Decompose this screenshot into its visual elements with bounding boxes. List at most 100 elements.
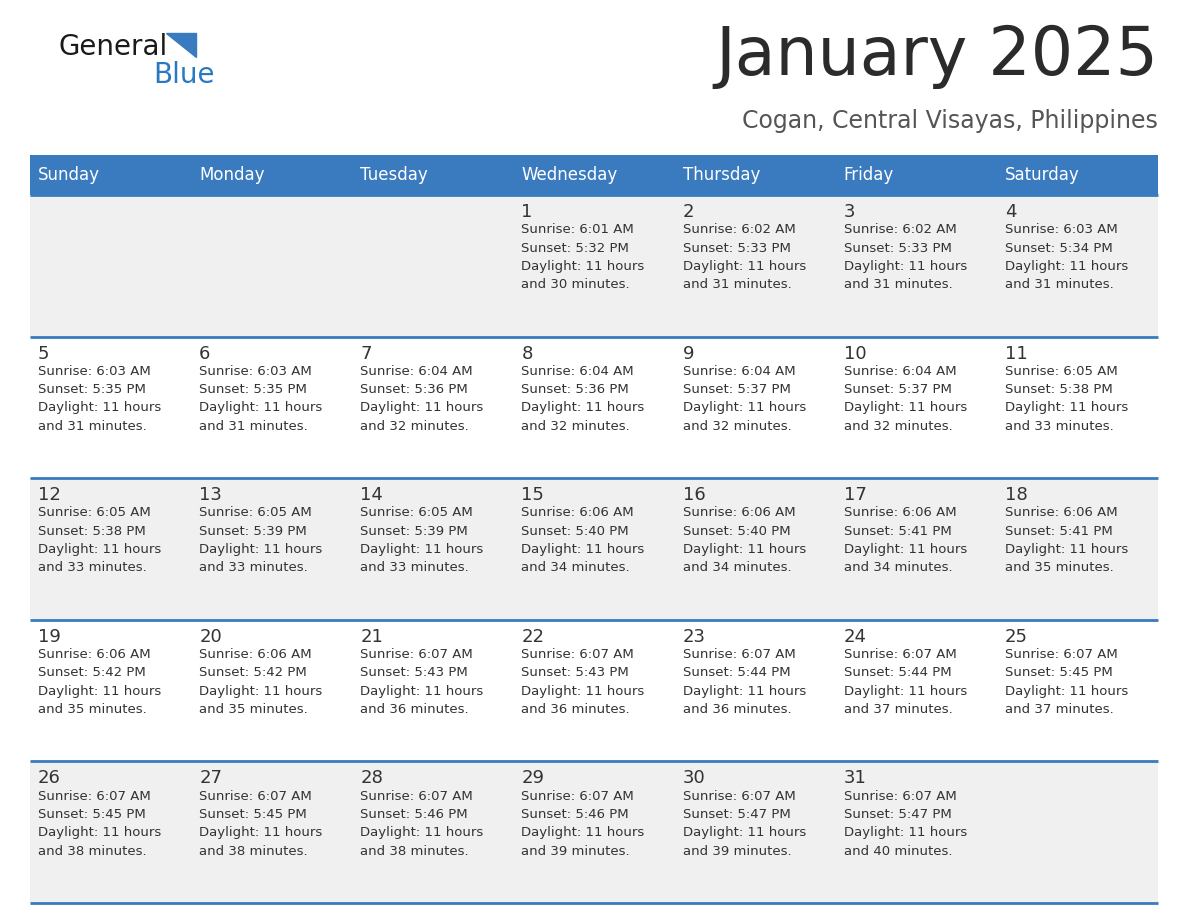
- Bar: [30, 155, 191, 195]
- Text: 24: 24: [843, 628, 867, 645]
- Bar: [191, 155, 353, 195]
- Bar: [675, 155, 835, 195]
- Text: Sunrise: 6:03 AM: Sunrise: 6:03 AM: [200, 364, 312, 377]
- Text: Sunrise: 6:06 AM: Sunrise: 6:06 AM: [683, 507, 795, 520]
- Text: Sunrise: 6:03 AM: Sunrise: 6:03 AM: [38, 364, 151, 377]
- Text: Sunset: 5:46 PM: Sunset: 5:46 PM: [522, 808, 630, 821]
- Text: Daylight: 11 hours: Daylight: 11 hours: [522, 685, 645, 698]
- Text: 29: 29: [522, 769, 544, 788]
- Text: Daylight: 11 hours: Daylight: 11 hours: [843, 826, 967, 839]
- Text: and 37 minutes.: and 37 minutes.: [843, 703, 953, 716]
- Text: and 31 minutes.: and 31 minutes.: [683, 278, 791, 291]
- Text: and 31 minutes.: and 31 minutes.: [200, 420, 308, 433]
- Text: and 31 minutes.: and 31 minutes.: [1005, 278, 1113, 291]
- Text: Saturday: Saturday: [1005, 166, 1080, 184]
- Text: 5: 5: [38, 344, 50, 363]
- Text: 21: 21: [360, 628, 384, 645]
- Text: Daylight: 11 hours: Daylight: 11 hours: [38, 401, 162, 414]
- Text: Sunrise: 6:07 AM: Sunrise: 6:07 AM: [200, 789, 312, 802]
- Text: Daylight: 11 hours: Daylight: 11 hours: [522, 401, 645, 414]
- Text: and 38 minutes.: and 38 minutes.: [360, 845, 469, 857]
- Text: Sunset: 5:35 PM: Sunset: 5:35 PM: [200, 383, 307, 396]
- Text: 7: 7: [360, 344, 372, 363]
- Text: 18: 18: [1005, 487, 1028, 504]
- Text: Sunday: Sunday: [38, 166, 100, 184]
- Text: and 36 minutes.: and 36 minutes.: [683, 703, 791, 716]
- Text: Sunrise: 6:05 AM: Sunrise: 6:05 AM: [200, 507, 312, 520]
- Text: Sunrise: 6:04 AM: Sunrise: 6:04 AM: [683, 364, 795, 377]
- Text: Sunrise: 6:05 AM: Sunrise: 6:05 AM: [1005, 364, 1118, 377]
- Text: Sunset: 5:36 PM: Sunset: 5:36 PM: [522, 383, 630, 396]
- Text: Sunrise: 6:04 AM: Sunrise: 6:04 AM: [522, 364, 634, 377]
- Text: Daylight: 11 hours: Daylight: 11 hours: [1005, 543, 1129, 556]
- Text: Sunrise: 6:07 AM: Sunrise: 6:07 AM: [683, 648, 795, 661]
- Text: Daylight: 11 hours: Daylight: 11 hours: [1005, 401, 1129, 414]
- Bar: [835, 155, 997, 195]
- Text: Sunset: 5:33 PM: Sunset: 5:33 PM: [843, 241, 952, 254]
- Text: Sunrise: 6:07 AM: Sunrise: 6:07 AM: [360, 789, 473, 802]
- Text: Sunset: 5:40 PM: Sunset: 5:40 PM: [522, 525, 630, 538]
- Text: Sunset: 5:39 PM: Sunset: 5:39 PM: [200, 525, 307, 538]
- Text: Sunrise: 6:06 AM: Sunrise: 6:06 AM: [843, 507, 956, 520]
- Text: Sunset: 5:44 PM: Sunset: 5:44 PM: [843, 666, 952, 679]
- Text: 1: 1: [522, 203, 532, 221]
- Bar: [30, 620, 1158, 761]
- Text: Daylight: 11 hours: Daylight: 11 hours: [1005, 685, 1129, 698]
- Text: 11: 11: [1005, 344, 1028, 363]
- Text: Sunrise: 6:07 AM: Sunrise: 6:07 AM: [683, 789, 795, 802]
- Text: Sunset: 5:43 PM: Sunset: 5:43 PM: [522, 666, 630, 679]
- Text: 31: 31: [843, 769, 866, 788]
- Text: Sunrise: 6:04 AM: Sunrise: 6:04 AM: [843, 364, 956, 377]
- Text: Sunset: 5:42 PM: Sunset: 5:42 PM: [38, 666, 146, 679]
- Text: and 33 minutes.: and 33 minutes.: [200, 562, 308, 575]
- Text: Wednesday: Wednesday: [522, 166, 618, 184]
- Text: Sunset: 5:43 PM: Sunset: 5:43 PM: [360, 666, 468, 679]
- Text: January 2025: January 2025: [715, 23, 1158, 89]
- Text: Tuesday: Tuesday: [360, 166, 428, 184]
- Text: 17: 17: [843, 487, 866, 504]
- Bar: [30, 761, 1158, 903]
- Text: Sunset: 5:40 PM: Sunset: 5:40 PM: [683, 525, 790, 538]
- Text: Sunrise: 6:07 AM: Sunrise: 6:07 AM: [1005, 648, 1118, 661]
- Text: 9: 9: [683, 344, 694, 363]
- Text: Daylight: 11 hours: Daylight: 11 hours: [200, 685, 322, 698]
- Text: and 33 minutes.: and 33 minutes.: [38, 562, 147, 575]
- Text: 13: 13: [200, 487, 222, 504]
- Text: Blue: Blue: [153, 61, 215, 89]
- Text: Sunrise: 6:07 AM: Sunrise: 6:07 AM: [38, 789, 151, 802]
- Text: 12: 12: [38, 487, 61, 504]
- Text: Sunset: 5:32 PM: Sunset: 5:32 PM: [522, 241, 630, 254]
- Text: 6: 6: [200, 344, 210, 363]
- Text: Sunset: 5:37 PM: Sunset: 5:37 PM: [683, 383, 790, 396]
- Text: Sunset: 5:45 PM: Sunset: 5:45 PM: [200, 808, 307, 821]
- Text: 15: 15: [522, 487, 544, 504]
- Text: and 38 minutes.: and 38 minutes.: [38, 845, 146, 857]
- Text: Daylight: 11 hours: Daylight: 11 hours: [843, 543, 967, 556]
- Text: Sunset: 5:47 PM: Sunset: 5:47 PM: [843, 808, 952, 821]
- Text: Sunset: 5:33 PM: Sunset: 5:33 PM: [683, 241, 790, 254]
- Text: Sunset: 5:34 PM: Sunset: 5:34 PM: [1005, 241, 1113, 254]
- Text: Sunrise: 6:07 AM: Sunrise: 6:07 AM: [522, 789, 634, 802]
- Bar: [30, 195, 1158, 337]
- Text: 20: 20: [200, 628, 222, 645]
- Text: and 30 minutes.: and 30 minutes.: [522, 278, 630, 291]
- Text: Sunrise: 6:06 AM: Sunrise: 6:06 AM: [200, 648, 311, 661]
- Text: Sunrise: 6:07 AM: Sunrise: 6:07 AM: [522, 648, 634, 661]
- Text: Daylight: 11 hours: Daylight: 11 hours: [38, 685, 162, 698]
- Text: and 39 minutes.: and 39 minutes.: [683, 845, 791, 857]
- Text: Sunrise: 6:06 AM: Sunrise: 6:06 AM: [1005, 507, 1118, 520]
- Bar: [30, 478, 1158, 620]
- Text: and 35 minutes.: and 35 minutes.: [200, 703, 308, 716]
- Text: Sunrise: 6:01 AM: Sunrise: 6:01 AM: [522, 223, 634, 236]
- Text: Sunset: 5:39 PM: Sunset: 5:39 PM: [360, 525, 468, 538]
- Text: Sunset: 5:47 PM: Sunset: 5:47 PM: [683, 808, 790, 821]
- Text: and 33 minutes.: and 33 minutes.: [360, 562, 469, 575]
- Text: Daylight: 11 hours: Daylight: 11 hours: [683, 685, 805, 698]
- Text: 16: 16: [683, 487, 706, 504]
- Text: and 36 minutes.: and 36 minutes.: [360, 703, 469, 716]
- Bar: [353, 155, 513, 195]
- Text: Sunrise: 6:03 AM: Sunrise: 6:03 AM: [1005, 223, 1118, 236]
- Text: Daylight: 11 hours: Daylight: 11 hours: [522, 826, 645, 839]
- Text: 4: 4: [1005, 203, 1017, 221]
- Text: and 32 minutes.: and 32 minutes.: [360, 420, 469, 433]
